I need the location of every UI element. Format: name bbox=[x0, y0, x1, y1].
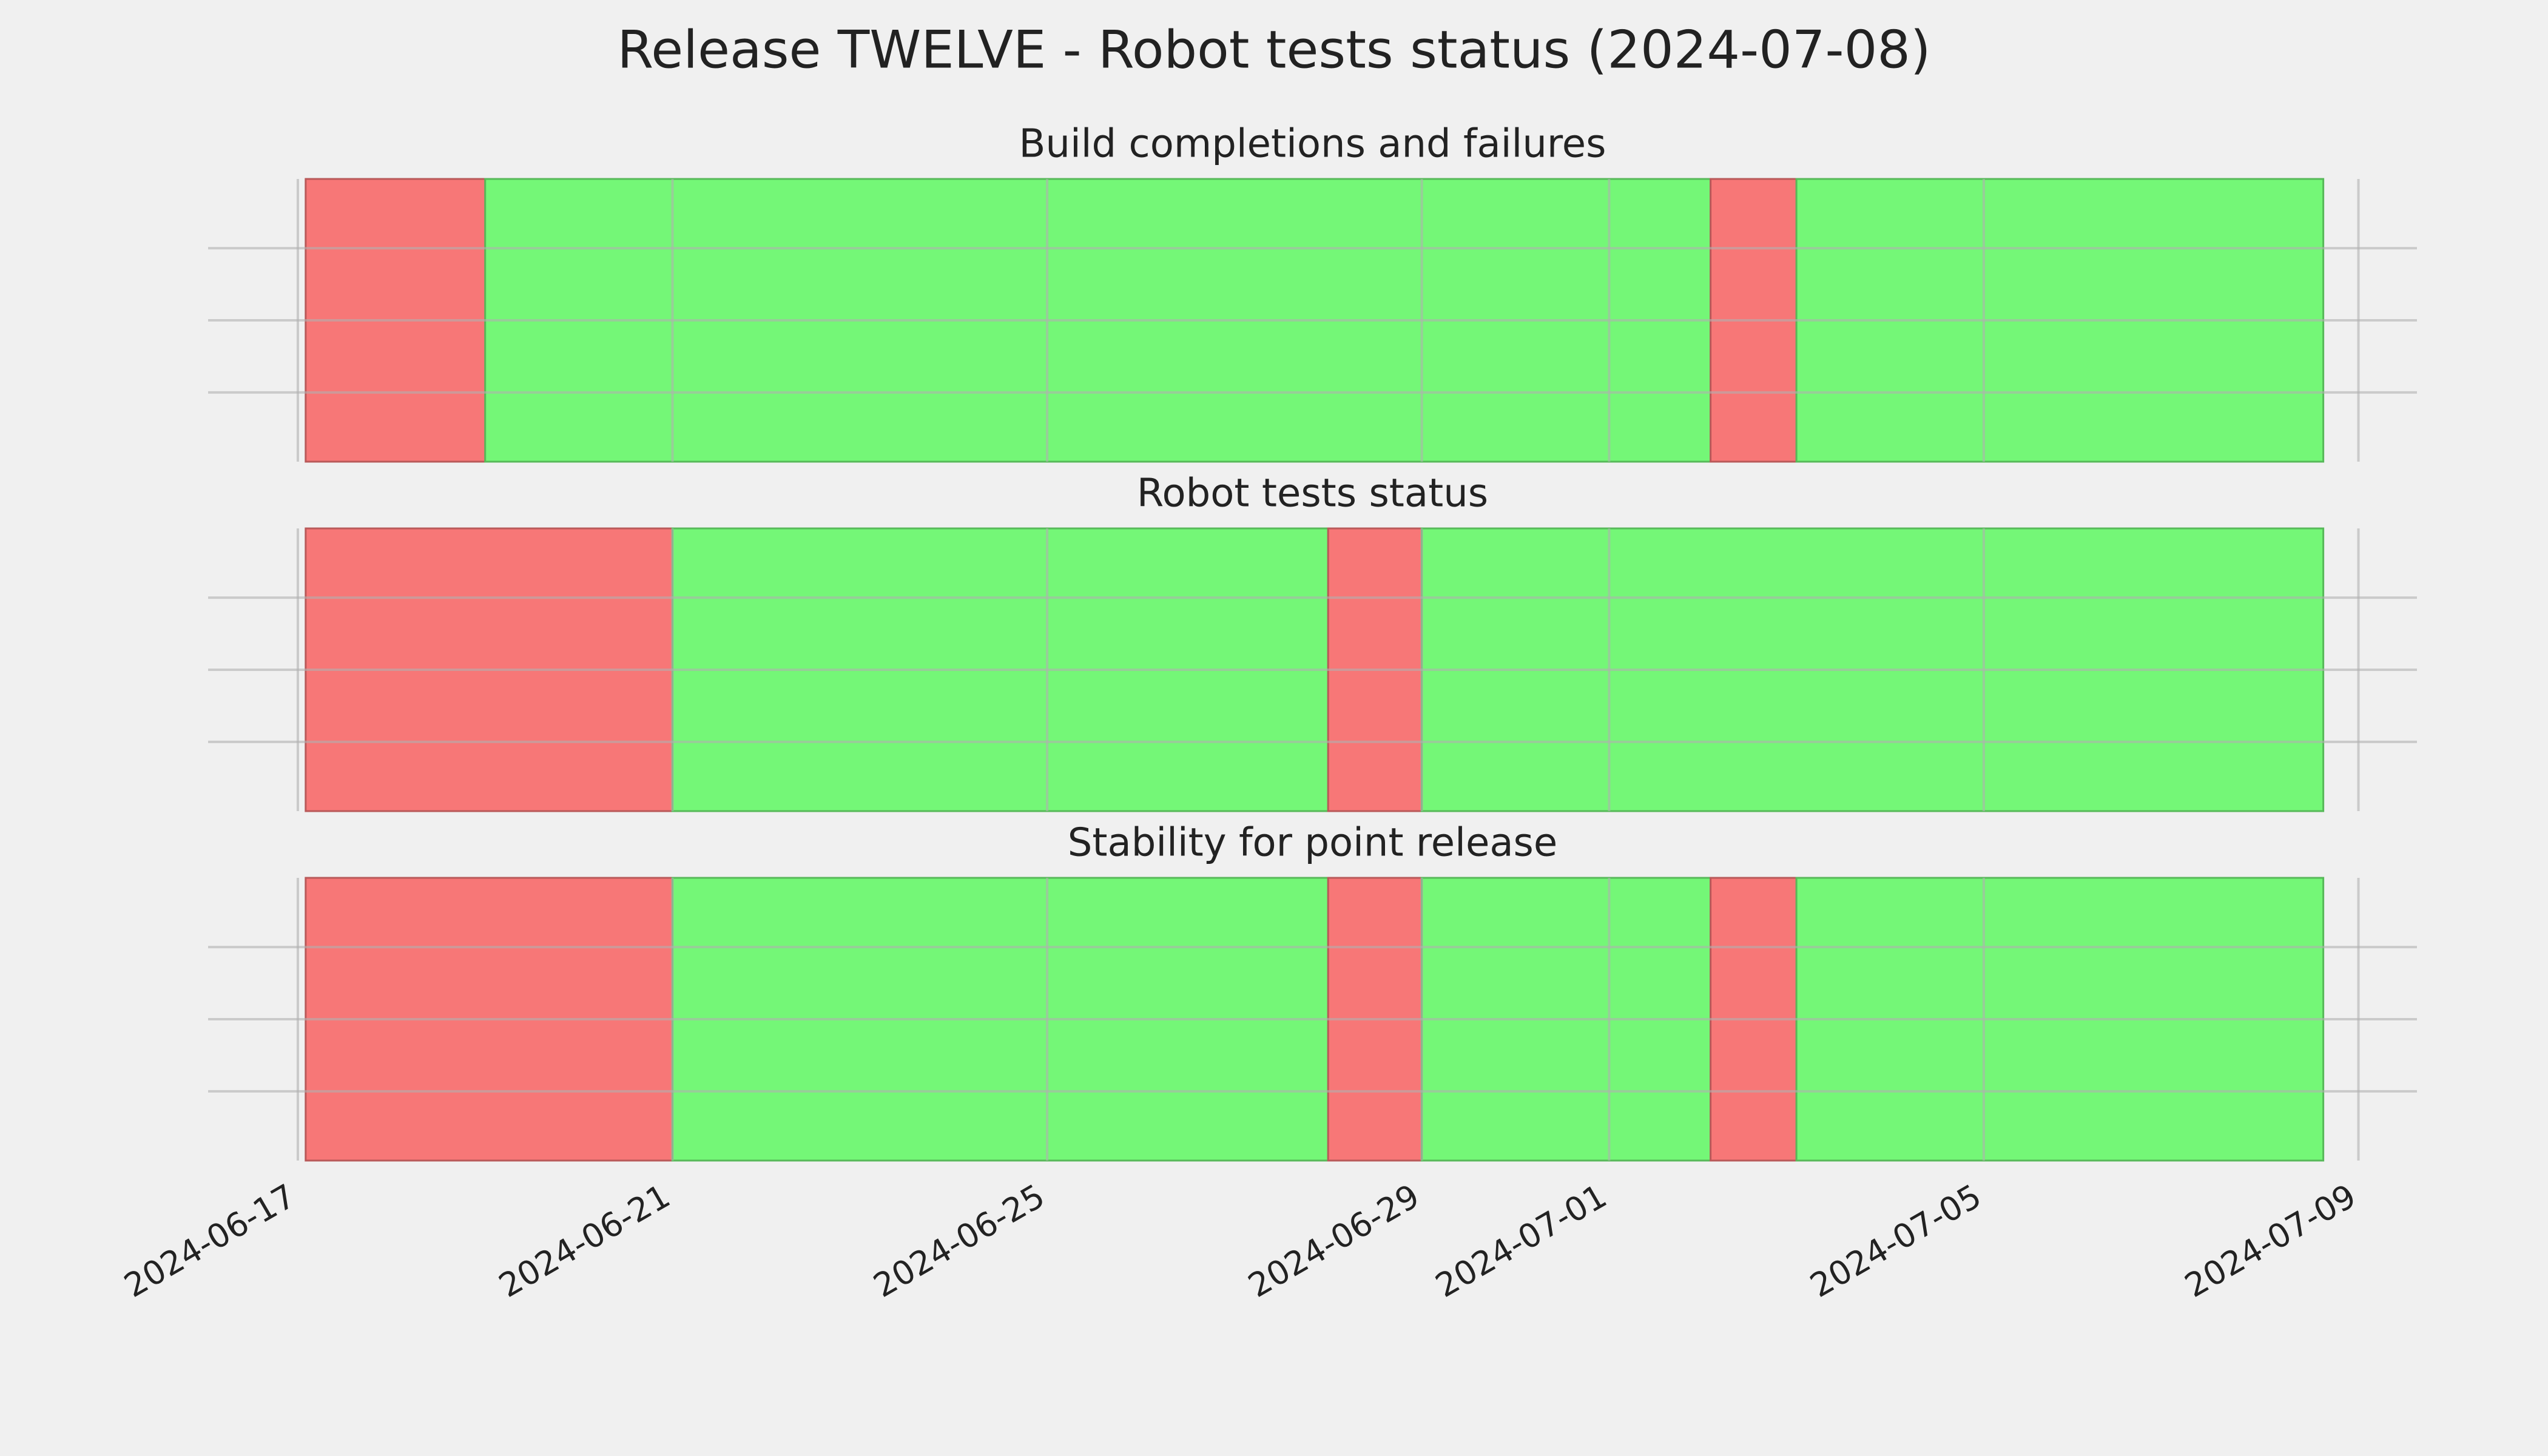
panel-title: Build completions and failures bbox=[1019, 122, 1606, 167]
panel-title: Robot tests status bbox=[1137, 471, 1488, 516]
panel-title: Stability for point release bbox=[1068, 821, 1558, 866]
chart-title: Release TWELVE - Robot tests status (202… bbox=[617, 19, 1930, 80]
